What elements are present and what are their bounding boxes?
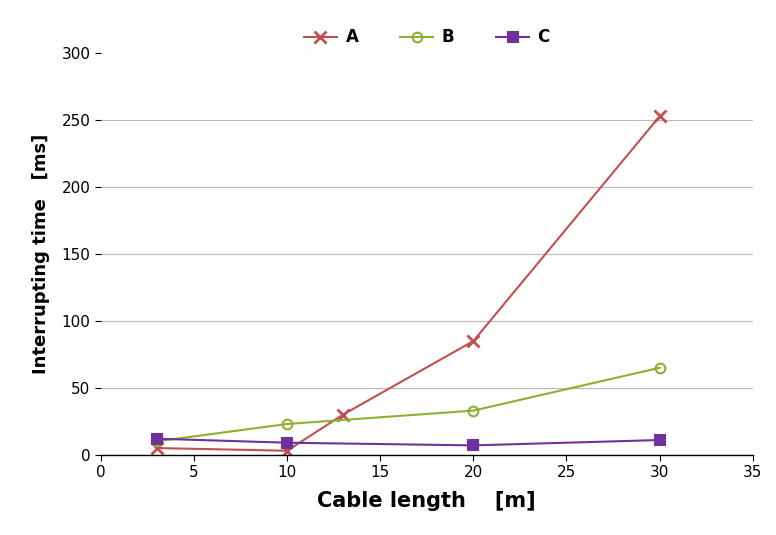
Line: B: B — [152, 363, 664, 446]
A — [338, 411, 348, 418]
A — [655, 113, 664, 119]
B — [152, 438, 161, 445]
B — [469, 408, 478, 414]
Y-axis label: Interrupting time   [ms]: Interrupting time [ms] — [33, 134, 50, 374]
A — [282, 447, 292, 454]
C — [282, 439, 292, 446]
B — [655, 365, 664, 371]
Line: C: C — [152, 434, 664, 450]
C — [655, 437, 664, 443]
B — [282, 421, 292, 427]
C — [152, 435, 161, 442]
Legend: A, B, C: A, B, C — [297, 22, 556, 53]
X-axis label: Cable length    [m]: Cable length [m] — [317, 491, 536, 511]
C — [469, 442, 478, 448]
A — [152, 445, 161, 451]
A — [469, 338, 478, 345]
Line: A: A — [151, 111, 665, 456]
